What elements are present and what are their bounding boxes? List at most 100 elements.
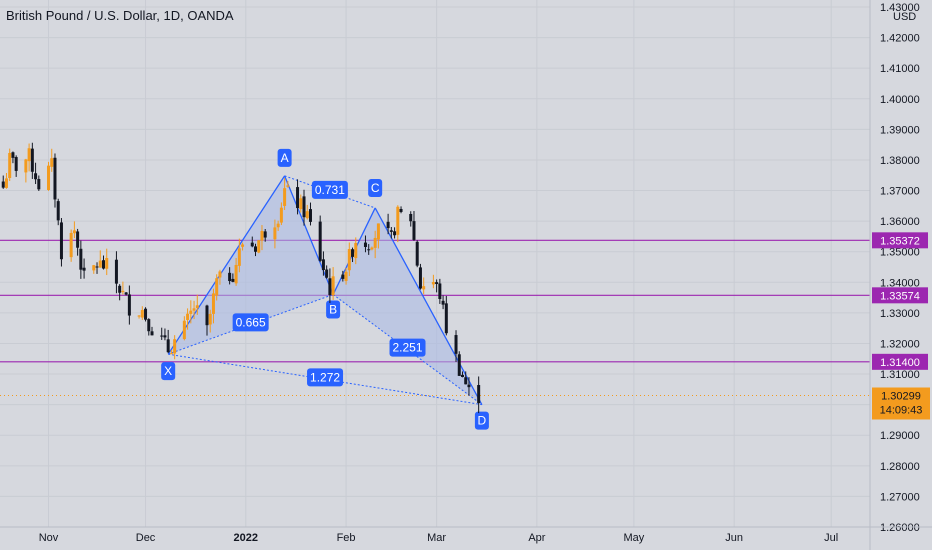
candle-body bbox=[173, 339, 177, 354]
price-tick-label: 1.26000 bbox=[880, 522, 920, 534]
candle-body bbox=[331, 276, 335, 296]
pattern-triangle-xab bbox=[168, 175, 334, 355]
price-tick-label: 1.33000 bbox=[880, 308, 920, 320]
time-tick-label: Apr bbox=[528, 532, 545, 544]
point-label-b[interactable]: B bbox=[326, 300, 341, 319]
point-label-c-text: C bbox=[371, 181, 380, 195]
time-tick-label: May bbox=[624, 532, 645, 544]
candle-body bbox=[50, 158, 54, 167]
price-tick-label: 1.35000 bbox=[880, 247, 920, 259]
point-label-d[interactable]: D bbox=[474, 411, 489, 430]
candle-body bbox=[254, 246, 258, 252]
pattern-triangle-bcd bbox=[333, 207, 482, 405]
candle-body bbox=[150, 331, 154, 336]
ratio-label-bg bbox=[389, 338, 426, 357]
time-tick-label: Nov bbox=[39, 532, 59, 544]
price-tick-label: 1.36000 bbox=[880, 216, 920, 228]
candle-body bbox=[370, 247, 374, 250]
candle-body bbox=[257, 240, 261, 253]
candle-body bbox=[27, 148, 31, 162]
candle-body bbox=[241, 244, 245, 247]
time-tick-label: Jul bbox=[824, 532, 838, 544]
point-label-c[interactable]: C bbox=[368, 178, 383, 197]
time-axis[interactable]: Nov Dec 2022 Feb Mar Apr May Jun Jul bbox=[0, 526, 932, 544]
candle-body bbox=[160, 335, 164, 337]
level-price-tag: 1.33574 bbox=[872, 287, 928, 304]
candle-body bbox=[11, 152, 15, 158]
candle-body bbox=[302, 196, 306, 218]
candle-body bbox=[47, 165, 51, 190]
candle-body bbox=[30, 148, 34, 172]
candle-body bbox=[454, 335, 458, 354]
candle-body bbox=[431, 281, 435, 285]
candlestick-series bbox=[1, 142, 481, 414]
candle-body bbox=[354, 242, 358, 259]
price-tick-label: 1.42000 bbox=[880, 33, 920, 45]
candle-body bbox=[318, 221, 322, 261]
ratio-label-bg bbox=[232, 313, 269, 332]
price-axis[interactable]: 1.260001.270001.280001.290001.300001.310… bbox=[869, 0, 932, 550]
leg-bc bbox=[332, 207, 376, 295]
candle-body bbox=[208, 313, 212, 325]
candle-body bbox=[79, 248, 83, 270]
candle-body bbox=[114, 259, 118, 284]
point-label-a[interactable]: A bbox=[277, 148, 292, 167]
candle-body bbox=[325, 269, 329, 278]
candle-body bbox=[393, 231, 397, 236]
ratio-label-text: 0.731 bbox=[315, 183, 345, 197]
ratio-label[interactable]: 2.251 bbox=[389, 338, 426, 357]
candle-body bbox=[92, 265, 96, 271]
candle-body bbox=[376, 223, 380, 240]
candle-body bbox=[435, 282, 439, 285]
ratio-line-xb bbox=[168, 294, 334, 355]
candle-body bbox=[396, 206, 400, 235]
point-label-x[interactable]: X bbox=[161, 362, 176, 381]
chart-title: British Pound / U.S. Dollar, 1D, OANDA bbox=[6, 8, 234, 23]
ratio-label-bg bbox=[311, 180, 348, 199]
candle-body bbox=[166, 339, 170, 353]
candle-body bbox=[308, 209, 312, 222]
candle-body bbox=[1, 181, 5, 188]
level-tag-text: 1.31400 bbox=[880, 357, 920, 369]
point-label-x-text: X bbox=[164, 364, 172, 378]
point-label-b-text: B bbox=[329, 303, 337, 317]
time-tick-label: 2022 bbox=[234, 532, 258, 544]
candle-body bbox=[72, 230, 76, 234]
candle-body bbox=[182, 320, 186, 340]
ratio-label-text: 0.665 bbox=[236, 315, 266, 329]
candle-body bbox=[438, 283, 442, 300]
candle-body bbox=[415, 241, 419, 266]
candle-body bbox=[276, 223, 280, 228]
price-tick-label: 1.41000 bbox=[880, 63, 920, 75]
price-tick-label: 1.38000 bbox=[880, 155, 920, 167]
ratio-line-xd bbox=[168, 353, 482, 406]
candle-body bbox=[444, 303, 448, 334]
candle-body bbox=[299, 198, 303, 210]
candle-body bbox=[37, 179, 41, 190]
candle-body bbox=[169, 353, 173, 355]
candle-body bbox=[8, 152, 12, 178]
candle-body bbox=[457, 354, 461, 376]
candle-body bbox=[341, 274, 345, 279]
candle-body bbox=[69, 232, 73, 258]
ratio-label[interactable]: 1.272 bbox=[307, 368, 344, 387]
price-tick-label: 1.40000 bbox=[880, 94, 920, 106]
candle-body bbox=[105, 257, 109, 269]
ratio-label[interactable]: 0.665 bbox=[232, 313, 269, 332]
candle-body bbox=[186, 313, 190, 320]
candle-body bbox=[147, 319, 151, 332]
candle-body bbox=[328, 278, 332, 295]
candle-body bbox=[237, 248, 241, 266]
ratio-label[interactable]: 0.731 bbox=[311, 180, 348, 199]
harmonic-pattern[interactable]: X A B C D 0.731 0.665 2.251 1.272 bbox=[161, 148, 489, 430]
candle-body bbox=[101, 260, 105, 269]
current-price-tag-bg bbox=[872, 387, 930, 420]
price-tags: 1.35372 1.33574 1.31400 1.30299 14:09:43 bbox=[872, 232, 930, 420]
candle-body bbox=[137, 315, 141, 317]
candle-body bbox=[263, 231, 267, 238]
candle-body bbox=[195, 305, 199, 309]
price-tick-label: 1.39000 bbox=[880, 124, 920, 136]
